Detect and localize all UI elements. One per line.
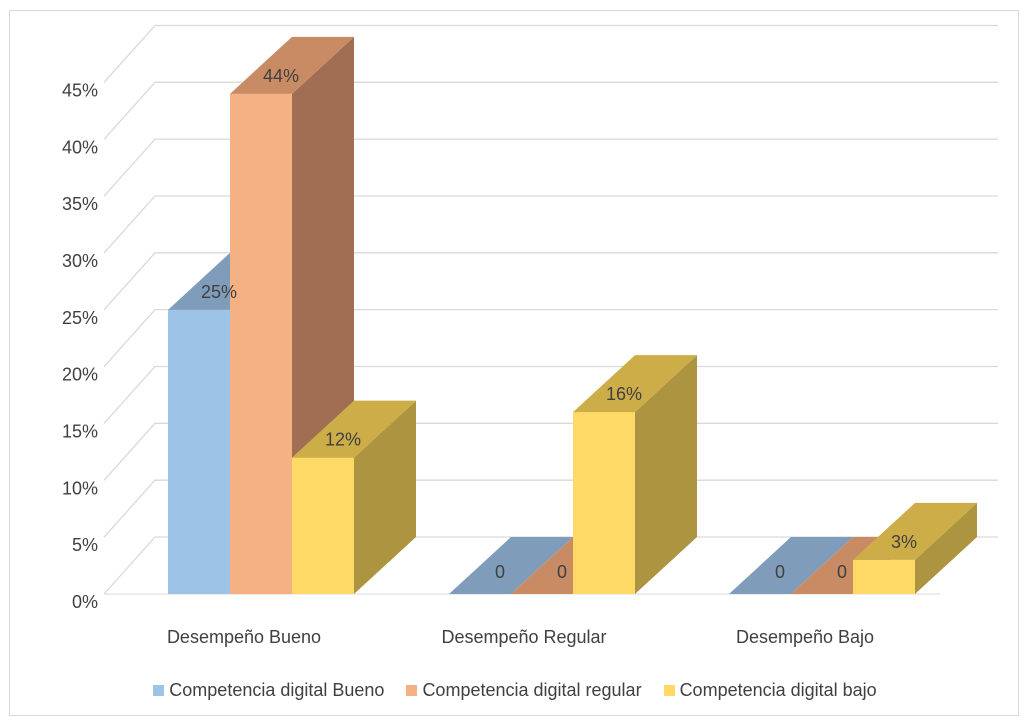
bar-3-1 xyxy=(292,400,416,594)
legend-item-series-3: Competencia digital bajo xyxy=(663,680,877,701)
legend-item-series-2: Competencia digital regular xyxy=(406,680,642,701)
bar-3-3 xyxy=(853,502,977,594)
legend-label-series-2: Competencia digital regular xyxy=(422,680,642,700)
bar-top-face xyxy=(729,537,853,594)
legend-swatch-series-1 xyxy=(153,685,165,696)
y-tick-label: 10% xyxy=(62,478,98,498)
gridline xyxy=(103,365,998,424)
legend-swatch-series-3 xyxy=(663,685,675,696)
x-category-label: Desempeño Bajo xyxy=(736,627,874,647)
data-labels: 25% 44% 12% 0 0 16% 0 0 3% xyxy=(201,66,917,582)
data-label: 0 xyxy=(557,562,567,582)
bar-3-2 xyxy=(573,355,697,594)
data-label: 12% xyxy=(325,430,361,450)
y-tick-label: 40% xyxy=(62,137,98,157)
bar-top-face xyxy=(573,355,697,413)
data-label: 0 xyxy=(775,562,785,582)
y-axis-ticks: 0% 5% 10% 15% 20% 25% 30% 35% 40% 45% xyxy=(62,80,98,612)
gridline xyxy=(103,252,998,311)
y-tick-label: 5% xyxy=(72,535,98,555)
x-category-label: Desempeño Bueno xyxy=(167,627,321,647)
legend-label-series-1: Competencia digital Bueno xyxy=(169,680,385,700)
bars xyxy=(168,36,977,595)
gridline xyxy=(103,479,998,538)
bar-2-1 xyxy=(230,36,354,595)
bar-side-face xyxy=(635,355,697,594)
legend-item-series-1: Competencia digital Bueno xyxy=(153,680,384,701)
bar-front-face xyxy=(230,93,292,595)
y-tick-label: 15% xyxy=(62,421,98,441)
bar-top-face xyxy=(449,537,573,594)
legend: Competencia digital Bueno Competencia di… xyxy=(0,680,1030,701)
gridline xyxy=(103,422,998,481)
x-category-label: Desempeño Regular xyxy=(441,627,606,647)
data-label: 0 xyxy=(837,562,847,582)
y-tick-label: 35% xyxy=(62,194,98,214)
y-tick-label: 0% xyxy=(72,592,98,612)
y-tick-label: 45% xyxy=(62,80,98,100)
gridline xyxy=(103,81,998,140)
bar-top-face xyxy=(292,400,416,458)
bar-side-face xyxy=(354,400,416,594)
gridline xyxy=(103,24,998,83)
y-tick-label: 20% xyxy=(62,365,98,385)
bar-1-3 xyxy=(729,537,853,594)
data-label: 0 xyxy=(495,562,505,582)
legend-label-series-3: Competencia digital bajo xyxy=(679,680,877,700)
gridlines xyxy=(103,24,998,595)
legend-swatch-series-2 xyxy=(406,685,418,696)
bar-side-face xyxy=(915,502,977,594)
data-label: 25% xyxy=(201,282,237,302)
bar-front-face xyxy=(573,412,635,594)
bar-front-face xyxy=(168,309,230,594)
data-label: 3% xyxy=(891,532,917,552)
y-tick-label: 25% xyxy=(62,308,98,328)
gridline xyxy=(103,536,998,595)
gridline xyxy=(103,195,998,254)
gridline xyxy=(103,309,998,368)
bar-front-face xyxy=(292,457,354,594)
y-tick-label: 30% xyxy=(62,251,98,271)
data-label: 16% xyxy=(606,384,642,404)
bar-1-2 xyxy=(449,537,573,594)
data-label: 44% xyxy=(263,66,299,86)
bar-top-face xyxy=(230,36,354,94)
x-axis-categories: Desempeño Bueno Desempeño Regular Desempeñ… xyxy=(167,627,874,647)
bar-top-face xyxy=(853,502,977,560)
gridline xyxy=(103,138,998,197)
bar-front-face xyxy=(853,559,915,594)
